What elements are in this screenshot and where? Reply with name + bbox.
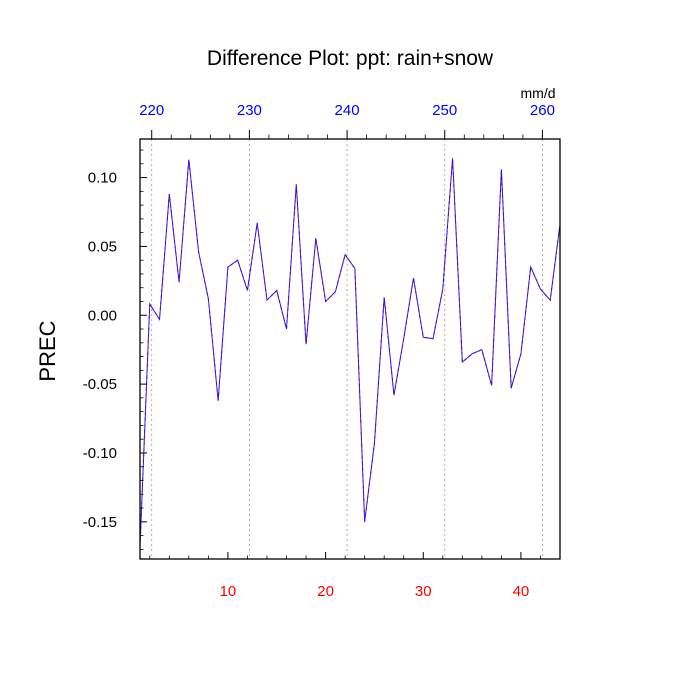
gridlines [151, 139, 543, 559]
x-bottom-tick-label: 10 [220, 583, 237, 600]
y-tick-label: -0.10 [83, 445, 117, 462]
tick-labels: 0.10 0.05 0.00 -0.05 -0.10 -0.15 10 20 30 40 220 23… [83, 102, 555, 600]
x-top-tick-label: 240 [335, 102, 360, 119]
y-tick-label: 0.05 [88, 238, 117, 255]
series-line [139, 158, 561, 547]
y-tick-label: 0.10 [88, 170, 117, 187]
units-label: mm/d [521, 85, 556, 101]
series-group [139, 158, 561, 547]
x-top-tick-label: 260 [530, 102, 555, 119]
x-top-tick-label: 230 [237, 102, 262, 119]
y-tick-label: 0.00 [88, 307, 117, 324]
x-top-tick-label: 250 [432, 102, 457, 119]
x-bottom-tick-label: 20 [317, 583, 334, 600]
x-bottom-tick-label: 40 [513, 583, 530, 600]
chart-title: Difference Plot: ppt: rain+snow [207, 47, 494, 70]
series-line-dashed [139, 158, 561, 547]
tick-marks [140, 130, 561, 559]
plot-frame [139, 138, 561, 560]
y-tick-label: -0.05 [83, 376, 117, 393]
x-bottom-tick-label: 30 [415, 583, 432, 600]
x-top-tick-label: 220 [139, 102, 164, 119]
y-axis-label: PREC [35, 320, 60, 381]
y-tick-label: -0.15 [83, 514, 117, 531]
